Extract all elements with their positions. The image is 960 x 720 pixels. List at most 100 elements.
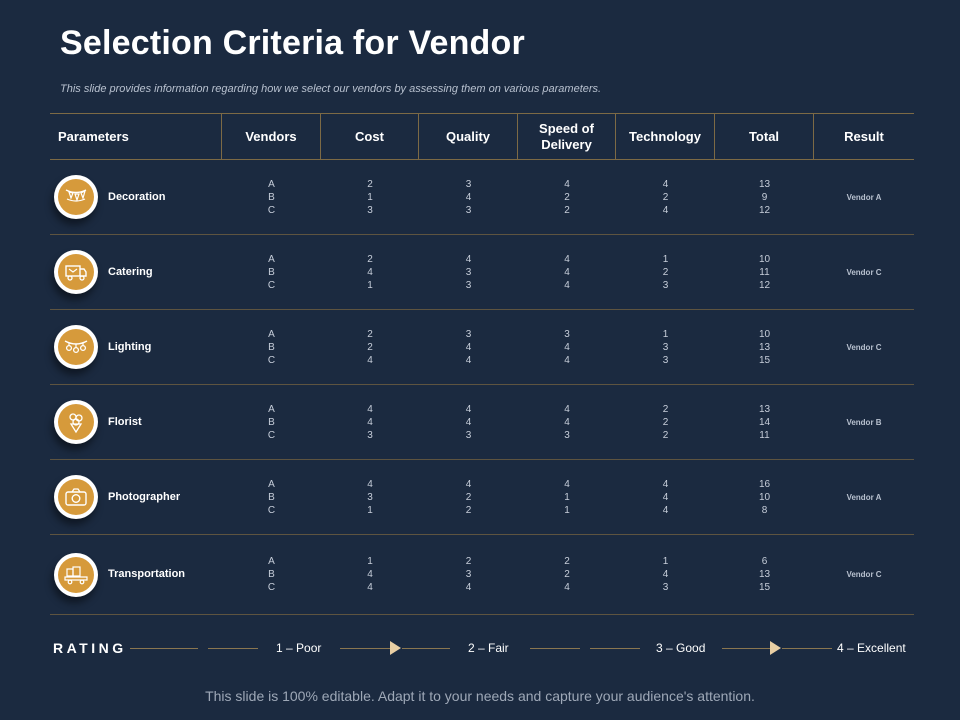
speed-cell: 2 2 4	[518, 555, 616, 594]
parameter-cell: Florist	[50, 400, 222, 444]
header-parameters: Parameters	[50, 114, 222, 159]
table-row: Florist A B C 4 4 3 4 4 3 4 4 3 2 2 2 13 14 11 Vendor B	[50, 385, 914, 460]
technology-value: 3	[662, 354, 669, 366]
quality-value: 4	[465, 416, 472, 428]
cost-value: 3	[367, 491, 373, 503]
result-cell: Vendor B	[846, 417, 882, 427]
total-cell: 13 14 11	[715, 403, 814, 442]
speed-value: 4	[564, 582, 570, 593]
table-body: Decoration A B C 2 1 3 3 4 3 4 2 2 4 2 4 13 9 12 Vendor A Ca…	[50, 160, 914, 615]
total-cell: 6 13 15	[715, 555, 814, 594]
speed-value: 4	[564, 416, 570, 428]
total-value: 10	[758, 253, 771, 265]
total-value: 12	[758, 204, 771, 216]
total-value: 15	[758, 354, 771, 366]
parameter-cell: Transportation	[50, 552, 222, 597]
vendors-value: B	[268, 416, 275, 428]
result-cell: Vendor C	[846, 570, 882, 579]
vendors-value: C	[267, 279, 276, 291]
speed-value: 4	[564, 253, 570, 265]
slide-subtitle: This slide provides information regardin…	[60, 83, 602, 95]
vendors-value: C	[267, 204, 276, 216]
parameter-name: Catering	[108, 265, 153, 278]
parameter-badge	[54, 475, 98, 519]
speed-value: 4	[564, 341, 570, 353]
rating-line	[782, 648, 832, 649]
vendors-value: B	[268, 341, 275, 353]
technology-value: 4	[662, 204, 669, 216]
result-cell: Vendor C	[846, 267, 882, 277]
table-row: Photographer A B C 4 3 1 4 2 2 4 1 1 4 4 4 16 10 8 Vendor A	[50, 460, 914, 535]
cost-value: 1	[367, 504, 373, 516]
header-total: Total	[715, 114, 814, 159]
technology-value: 2	[662, 266, 669, 278]
vendors-value: A	[268, 178, 275, 190]
total-value: 10	[758, 491, 771, 503]
vendors-value: A	[268, 253, 275, 265]
parameter-cell: Photographer	[50, 475, 222, 519]
vendors-value: C	[267, 582, 276, 593]
rating-line	[208, 648, 258, 649]
quality-value: 4	[465, 341, 472, 353]
vendors-value: A	[268, 478, 275, 490]
parameter-cell: Catering	[50, 250, 222, 294]
cost-value: 2	[367, 253, 373, 265]
header-technology: Technology	[616, 114, 715, 159]
cost-value: 2	[367, 328, 373, 340]
speed-value: 2	[564, 556, 570, 567]
total-value: 9	[761, 191, 768, 203]
quality-value: 3	[465, 279, 472, 291]
speed-value: 2	[564, 191, 570, 203]
rating-arrow-icon	[770, 641, 781, 655]
total-value: 15	[758, 582, 771, 593]
technology-value: 2	[662, 416, 669, 428]
cost-value: 2	[367, 341, 373, 353]
food-truck-icon	[58, 254, 94, 290]
parameter-name: Photographer	[108, 490, 181, 503]
total-value: 14	[758, 416, 771, 428]
rating-level-good: 3 – Good	[656, 641, 706, 655]
slide-title: Selection Criteria for Vendor	[60, 24, 525, 62]
cost-value: 4	[367, 403, 373, 415]
rating-line	[590, 648, 640, 649]
table-row: Catering A B C 2 4 1 4 3 3 4 4 4 1 2 3 10 11 12 Vendor C	[50, 235, 914, 310]
result-cell: Vendor A	[846, 192, 882, 202]
total-value: 11	[759, 266, 770, 278]
rating-scale: RATING 1 – Poor 2 – Fair 3 – Good 4 – Ex…	[50, 630, 914, 666]
parameter-badge	[54, 400, 98, 444]
rating-line	[402, 648, 450, 649]
quality-value: 2	[465, 504, 472, 516]
vendors-value: C	[267, 504, 276, 516]
quality-value: 3	[465, 328, 472, 340]
vendors-value: C	[267, 354, 276, 366]
quality-value: 4	[465, 354, 472, 366]
quality-value: 4	[465, 582, 472, 593]
parameter-badge	[54, 325, 98, 369]
total-value: 13	[758, 403, 771, 415]
total-value: 13	[758, 178, 771, 190]
header-result: Result	[844, 128, 884, 144]
technology-value: 1	[662, 556, 669, 567]
vendors-value: A	[268, 556, 275, 567]
speed-value: 3	[564, 429, 570, 441]
rating-label: RATING	[53, 640, 127, 656]
table-header-row: Parameters Vendors Cost Quality Speed of…	[50, 113, 914, 160]
header-quality: Quality	[419, 114, 518, 159]
speed-value: 4	[564, 354, 570, 366]
cost-value: 1	[367, 556, 373, 567]
vendors-value: A	[268, 403, 275, 415]
total-value: 8	[761, 504, 768, 516]
